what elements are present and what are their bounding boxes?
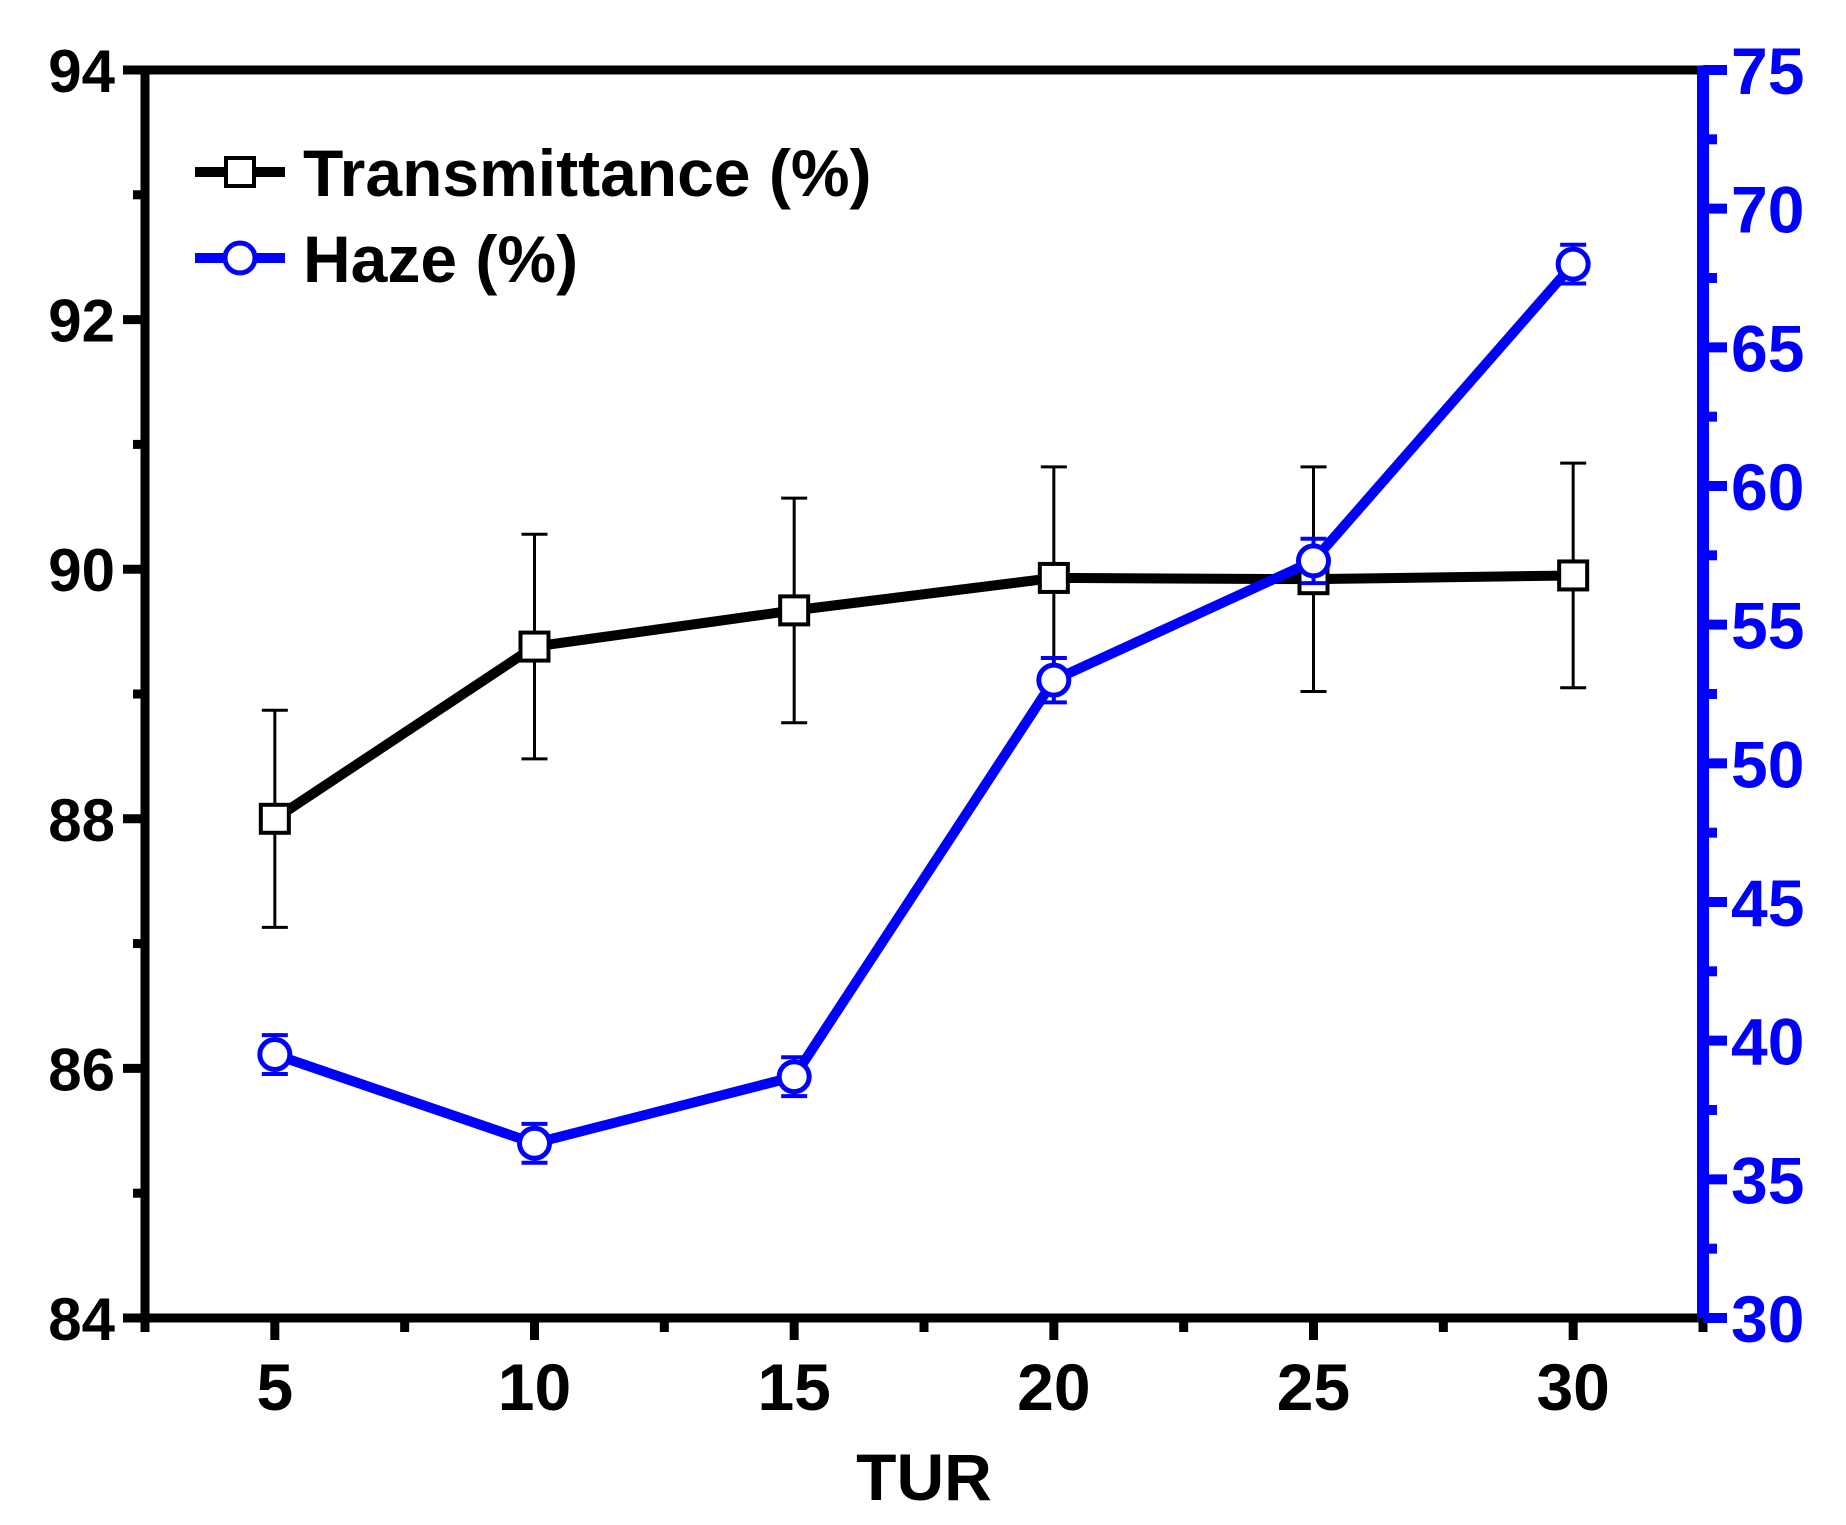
right-y-tick-label: 30 [1731, 1282, 1804, 1356]
data-point-circle [1296, 543, 1331, 579]
data-point-circle [517, 1125, 552, 1161]
left-y-tick-label: 90 [48, 537, 115, 604]
series-transmittance [258, 461, 1590, 929]
left-y-tick-label: 88 [48, 787, 115, 854]
left-y-tick-label: 84 [48, 1286, 115, 1353]
right-y-tick-label: 65 [1731, 311, 1804, 385]
left-y-tick-label: 94 [48, 38, 115, 105]
x-axis-label: TUR [856, 1440, 992, 1514]
legend-label: Transmittance (%) [303, 136, 871, 210]
data-point-square [518, 630, 551, 663]
series-layer [257, 242, 1591, 1165]
legend-marker-circle [222, 240, 258, 276]
series-line [273, 260, 1577, 1149]
right-y-tick-label: 40 [1731, 1005, 1804, 1079]
x-tick-label: 10 [498, 1350, 571, 1424]
series-haze [257, 242, 1591, 1165]
x-tick-label: 30 [1536, 1350, 1609, 1424]
data-point-circle [1036, 662, 1072, 698]
right-y-tick-label: 45 [1731, 866, 1804, 940]
x-tick-label: 25 [1277, 1350, 1350, 1424]
right-y-tick-label: 50 [1731, 727, 1804, 801]
legend-marker-square [224, 156, 256, 188]
x-tick-label: 20 [1017, 1350, 1090, 1424]
right-y-tick-label: 70 [1731, 173, 1804, 247]
legend: Transmittance (%) Haze (%) [195, 136, 871, 296]
data-point-square [1557, 559, 1590, 592]
data-point-circle [776, 1059, 812, 1095]
right-y-tick-label: 60 [1731, 450, 1804, 524]
x-tick-label: 5 [256, 1350, 293, 1424]
right-y-tick-label: 75 [1731, 34, 1804, 108]
right-y-tick-label: 55 [1731, 589, 1804, 663]
legend-label: Haze (%) [303, 222, 578, 296]
right-y-tick-label: 35 [1731, 1143, 1804, 1217]
axes: 5 10 15 20 25 30 TUR 84 86 88 90 92 94 30 35 40 45 50 55 60… [48, 34, 1804, 1514]
data-point-square [1037, 561, 1070, 594]
legend-item-transmittance: Transmittance (%) [195, 136, 871, 210]
x-tick-label: 15 [757, 1350, 830, 1424]
data-point-circle [1555, 246, 1591, 282]
legend-item-haze: Haze (%) [195, 222, 578, 296]
left-y-tick-label: 86 [48, 1036, 115, 1103]
data-point-square [778, 594, 811, 627]
data-point-circle [257, 1037, 293, 1073]
data-point-square [258, 802, 291, 835]
left-y-tick-label: 92 [48, 288, 115, 355]
series-line [272, 570, 1574, 823]
